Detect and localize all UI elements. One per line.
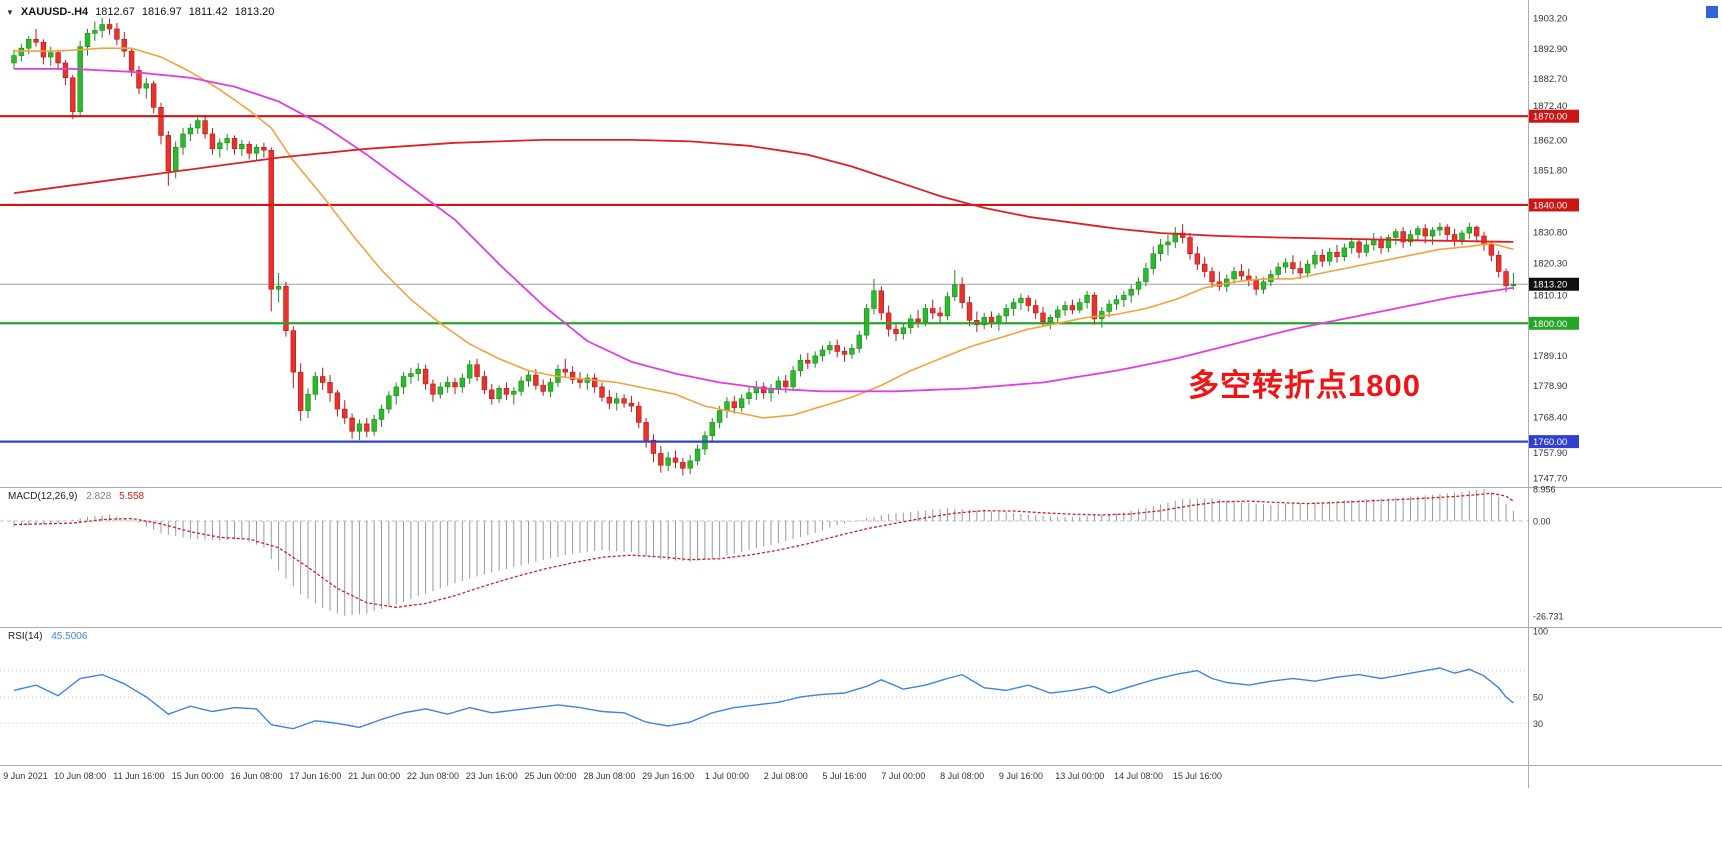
price-axis-label: 1757.90 <box>1533 448 1567 459</box>
macd-panel: 8.956 0.00 -26.731 <box>0 485 1564 622</box>
rsi-name: RSI(14) <box>8 631 43 642</box>
horizontal-level-lines[interactable] <box>0 115 1528 443</box>
macd-axis-label: 8.956 <box>1533 485 1556 495</box>
price-axis-label: 1903.20 <box>1533 14 1567 25</box>
price-axis-label: 1768.40 <box>1533 412 1567 423</box>
price-axis-label: 1872.40 <box>1533 101 1567 112</box>
price-badge-label: 1800.00 <box>1533 319 1567 330</box>
time-axis-label: 25 Jun 00:00 <box>525 771 577 781</box>
macd-name: MACD(12,26,9) <box>8 491 78 502</box>
price-badge <box>1529 316 1579 330</box>
chart-menu-icon[interactable]: ▼ <box>6 7 14 17</box>
candles <box>11 18 1517 476</box>
symbol-title: XAUUSD-.H4 <box>20 6 89 18</box>
rsi-line <box>13 667 1514 730</box>
low-value: 1811.42 <box>188 6 228 18</box>
ma-fast-orange <box>14 47 1514 419</box>
symbol-info-bar: ▼ XAUUSD-.H4 1812.67 1816.97 1811.42 181… <box>6 6 274 18</box>
time-axis-label: 14 Jul 08:00 <box>1114 771 1163 781</box>
price-badge <box>1529 277 1579 291</box>
time-axis-label: 15 Jun 00:00 <box>172 771 224 781</box>
corner-marker-icon <box>1706 6 1718 18</box>
time-axis-label: 23 Jun 16:00 <box>466 771 518 781</box>
price-badge-label: 1840.00 <box>1533 200 1567 211</box>
rsi-axis-label: 50 <box>1533 693 1543 703</box>
time-axis-label: 13 Jul 00:00 <box>1055 771 1104 781</box>
price-badge <box>1529 435 1579 449</box>
price-badge-label: 1813.20 <box>1533 280 1567 291</box>
time-axis-label: 2 Jul 08:00 <box>764 771 808 781</box>
ma-mid-magenta <box>14 68 1514 393</box>
price-axis-label: 1747.70 <box>1533 474 1567 485</box>
rsi-indicator-label: RSI(14) 45.5006 <box>8 631 87 642</box>
rsi-value: 45.5006 <box>51 631 88 642</box>
price-badge-label: 1760.00 <box>1533 437 1567 448</box>
open-value: 1812.67 <box>95 6 135 18</box>
rsi-axis-label: 30 <box>1533 719 1543 729</box>
ma-slow-red <box>13 138 1514 243</box>
time-axis-label: 15 Jul 16:00 <box>1173 771 1222 781</box>
price-axis-label: 1862.00 <box>1533 135 1567 146</box>
time-axis-label: 28 Jun 08:00 <box>583 771 635 781</box>
moving-average-lines <box>13 47 1514 419</box>
macd-signal-line <box>13 492 1514 609</box>
price-badge <box>1529 198 1579 212</box>
time-axis-label: 16 Jun 08:00 <box>231 771 283 781</box>
panel-separators <box>0 0 1722 788</box>
price-axis[interactable]: 1903.20 1892.90 1882.70 1872.40 1862.00 1851.… <box>1529 14 1579 485</box>
macd-indicator-label: MACD(12,26,9) 2.828 5.558 <box>8 491 144 502</box>
price-axis-label: 1830.80 <box>1533 228 1567 239</box>
macd-signal-value: 5.558 <box>119 491 145 502</box>
price-axis-label: 1851.80 <box>1533 166 1567 177</box>
time-axis-label: 1 Jul 00:00 <box>705 771 749 781</box>
time-axis-label: 8 Jul 08:00 <box>940 771 984 781</box>
macd-main-value: 2.828 <box>86 491 112 502</box>
close-value: 1813.20 <box>234 6 275 18</box>
time-axis-label: 29 Jun 16:00 <box>642 771 694 781</box>
macd-axis-label: -26.731 <box>1533 612 1564 622</box>
rsi-panel: 100 50 30 <box>0 627 1548 730</box>
price-axis-label: 1820.30 <box>1533 259 1567 270</box>
time-axis-label: 22 Jun 08:00 <box>407 771 459 781</box>
time-axis-label: 11 Jun 16:00 <box>113 771 164 781</box>
time-axis-label: 21 Jun 00:00 <box>348 771 400 781</box>
high-value: 1816.97 <box>141 6 182 18</box>
macd-axis-label: 0.00 <box>1533 517 1551 527</box>
rsi-axis-label: 100 <box>1533 627 1548 637</box>
price-axis-label: 1778.90 <box>1533 381 1567 392</box>
price-axis-label: 1810.10 <box>1533 290 1567 301</box>
time-axis-label: 17 Jun 16:00 <box>289 771 341 781</box>
time-axis-label: 9 Jul 16:00 <box>999 771 1043 781</box>
time-axis-label: 9 Jun 2021 <box>3 771 48 781</box>
time-axis-label: 5 Jul 16:00 <box>823 771 867 781</box>
price-badge <box>1529 109 1579 123</box>
price-axis-label: 1892.90 <box>1533 44 1567 55</box>
price-badge-label: 1870.00 <box>1533 112 1567 123</box>
time-axis-label: 7 Jul 00:00 <box>881 771 925 781</box>
time-axis-label: 10 Jun 08:00 <box>54 771 106 781</box>
price-axis-label: 1882.70 <box>1533 74 1567 85</box>
price-axis-label: 1789.10 <box>1533 351 1567 362</box>
chart-annotation-text[interactable]: 多空转折点1800 <box>1188 368 1421 403</box>
time-axis[interactable]: 9 Jun 2021 10 Jun 08:00 11 Jun 16:00 15 Jun… <box>3 771 1222 781</box>
